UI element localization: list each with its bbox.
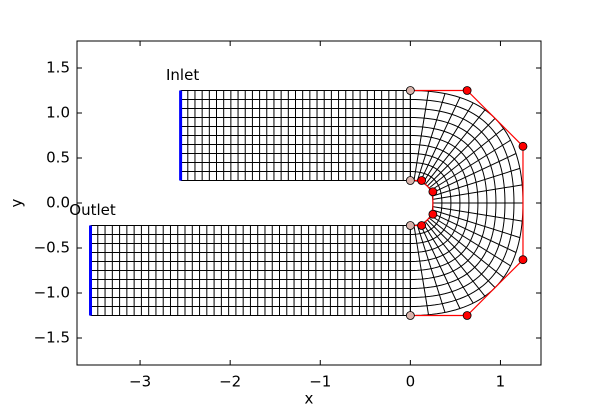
control-point	[405, 176, 415, 185]
mesh-line	[410, 153, 461, 253]
control-point	[462, 86, 472, 95]
mesh-line	[410, 126, 488, 280]
mesh-line	[410, 135, 479, 271]
y-tick-label: 1.0	[46, 104, 70, 122]
y-tick-label: 1.5	[46, 59, 70, 77]
mesh-line	[410, 99, 515, 307]
mesh	[90, 90, 524, 316]
mesh-line	[410, 144, 470, 262]
control-point	[417, 176, 427, 185]
x-axis-label: x	[305, 390, 314, 408]
x-tick-label: 0	[406, 373, 416, 391]
y-tick-label: −0.5	[34, 239, 70, 257]
control-point	[518, 141, 528, 151]
annotation: Outlet	[69, 201, 116, 219]
y-tick-label: 0.5	[46, 149, 70, 167]
y-tick-label: 0.0	[46, 194, 70, 212]
control-point	[405, 221, 415, 230]
control-point	[518, 255, 528, 265]
control-point	[428, 209, 438, 219]
control-point	[405, 86, 415, 95]
y-axis-label: y	[8, 198, 26, 207]
x-tick-label: 1	[496, 373, 506, 391]
mesh-line	[410, 108, 506, 298]
y-tick-label: −1.5	[34, 329, 70, 347]
mesh-line	[410, 162, 452, 244]
control-polygon	[410, 89, 524, 317]
control-point	[405, 311, 415, 320]
x-tick-label: −2	[219, 373, 241, 391]
control-point	[428, 187, 438, 197]
x-tick-label: −1	[309, 373, 331, 391]
control-point	[462, 311, 472, 320]
mesh-line	[410, 171, 443, 235]
control-point	[417, 221, 427, 230]
x-tick-label: −3	[129, 373, 151, 391]
annotation: Inlet	[166, 66, 199, 84]
mesh-line	[410, 117, 497, 289]
y-tick-label: −1.0	[34, 284, 70, 302]
